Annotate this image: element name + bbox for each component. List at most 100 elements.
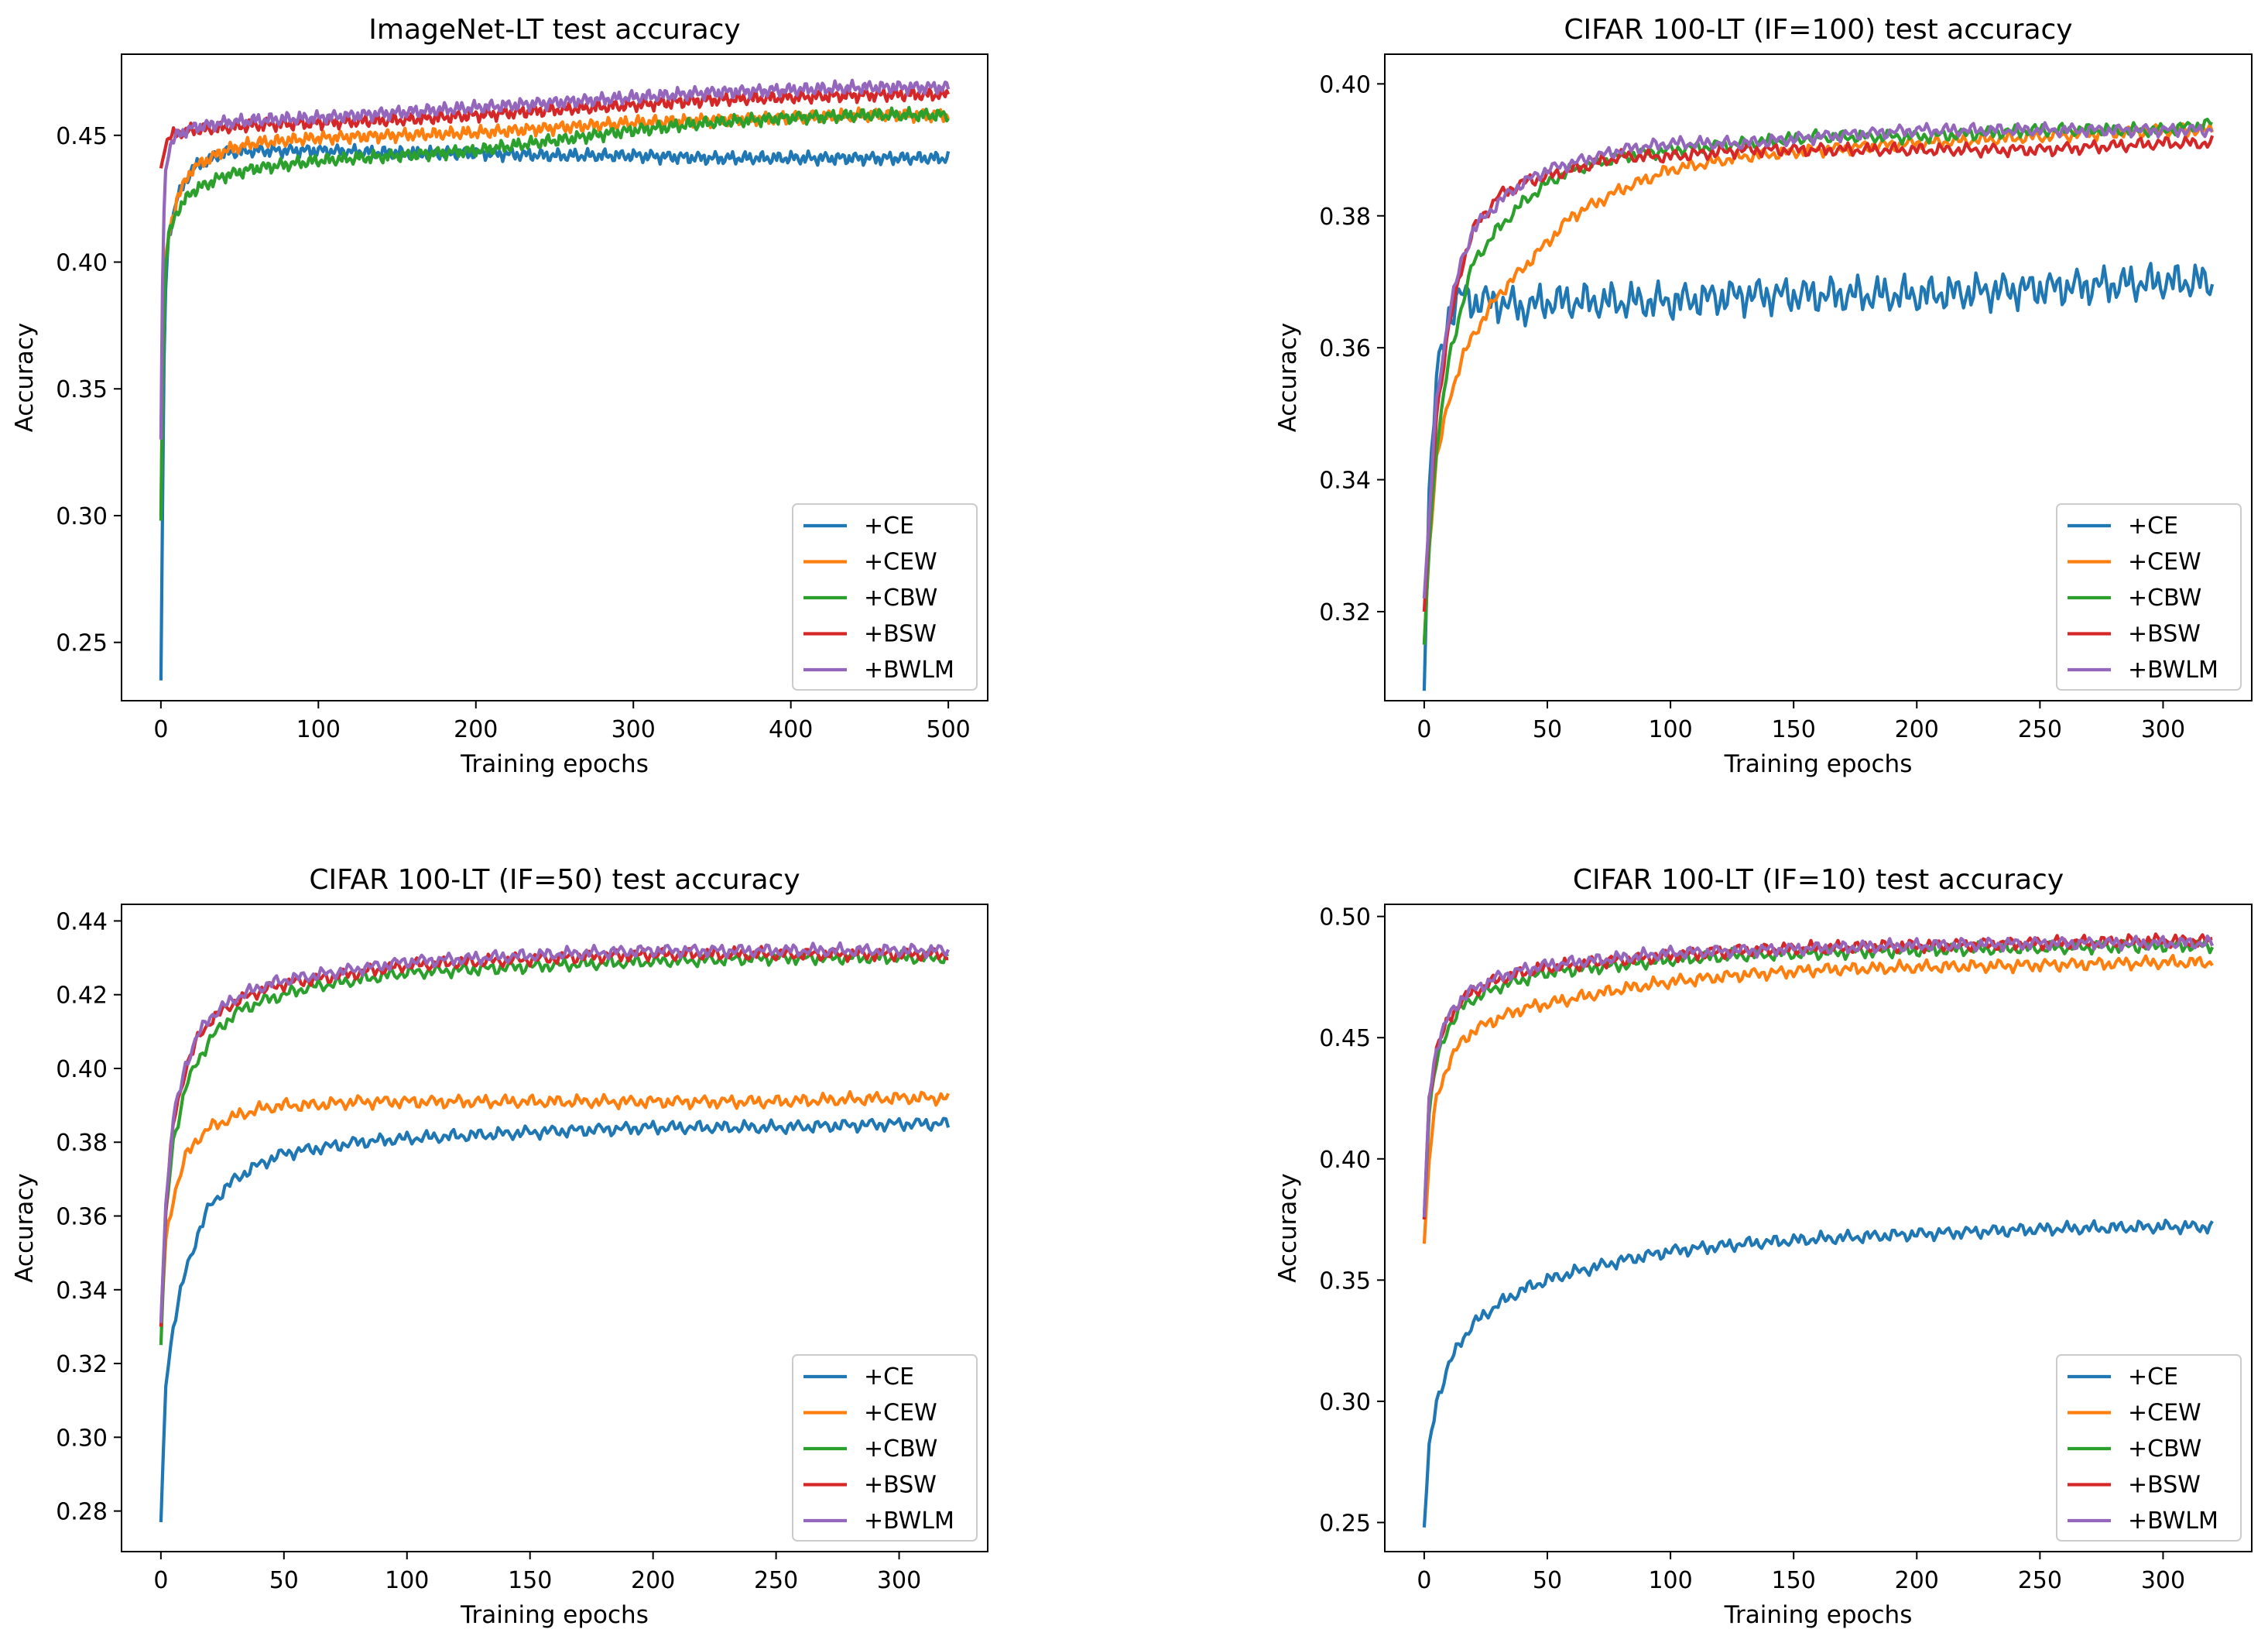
legend-label: +CBW [2128,585,2201,612]
x-tick-label: 200 [454,716,498,743]
y-tick-label: 0.45 [56,123,108,150]
x-tick-label: 0 [1417,1567,1431,1594]
legend-label: +BSW [2128,1472,2201,1499]
legend-label: +BSW [864,1472,937,1499]
x-axis-label: Training epochs [460,1601,649,1629]
legend-label: +BWLM [2128,657,2218,684]
x-tick-label: 500 [927,716,971,743]
x-tick-label: 300 [2141,716,2185,743]
series-line-cbw [159,105,950,521]
series-line-cbw [1422,938,2215,1220]
legend-label: +BWLM [864,657,954,684]
legend-label: +CE [864,1363,914,1391]
axes-frame [121,904,988,1552]
legend-box [2056,1354,2242,1542]
chart-panel-3: 0 50 100 150 200 250 300 0.28 0.30 0.32 0.34 0.36 0.… [11,864,988,1629]
legend-label: +CEW [864,1400,937,1427]
y-tick-label: 0.40 [1319,71,1371,98]
legend-box [2056,503,2242,691]
series-line-bwlm [159,78,951,440]
axes-frame [121,53,988,701]
x-tick-label: 300 [877,1567,921,1594]
x-tick-label: 150 [1772,1567,1816,1594]
chart-panel-1: 0 100 200 300 400 500 0.25 0.30 0.35 0.40 0.45 Imag… [11,14,988,778]
y-tick-label: 0.25 [1319,1510,1371,1537]
x-tick-label: 0 [153,716,168,743]
y-tick-label: 0.38 [1319,204,1371,231]
series-line-bsw [159,86,951,169]
x-tick-label: 300 [612,716,656,743]
chart-title: CIFAR 100-LT (IF=50) test accuracy [309,864,800,896]
x-tick-label: 400 [769,716,813,743]
legend-box [792,503,978,691]
series-line-cew [1422,953,2214,1244]
series-line-bwlm [159,941,951,1323]
x-tick-label: 50 [1533,1567,1562,1594]
series-line-cew [159,1089,951,1327]
y-tick-label: 0.32 [56,1351,108,1378]
legend-label: +CEW [864,549,937,576]
axes-frame [1384,53,2253,701]
legend-label: +CE [2128,1363,2178,1391]
x-axis-label: Training epochs [1724,1601,1913,1629]
y-tick-label: 0.45 [1319,1025,1371,1052]
x-tick-label: 250 [2018,716,2062,743]
y-tick-label: 0.25 [56,630,108,657]
chart-title: CIFAR 100-LT (IF=10) test accuracy [1573,864,2064,896]
y-tick-label: 0.40 [56,1056,108,1083]
chart-title: CIFAR 100-LT (IF=100) test accuracy [1564,14,2072,46]
legend-label: +BWLM [2128,1507,2218,1535]
chart-panel-2: 0 50 100 150 200 250 300 0.32 0.34 0.36 0.38 0.40 CI… [1274,14,2253,778]
series-line-bwlm [1422,121,2214,599]
x-tick-label: 0 [1417,716,1431,743]
x-tick-label: 100 [296,716,341,743]
series-line-ce [1422,1218,2214,1528]
legend-label: +CEW [2128,549,2201,576]
x-tick-label: 250 [754,1567,798,1594]
legend-label: +CBW [864,585,937,612]
y-tick-label: 0.28 [56,1499,108,1526]
x-tick-label: 250 [2018,1567,2062,1594]
x-tick-label: 50 [269,1567,299,1594]
x-axis-label: Training epochs [1724,750,1913,778]
chart-panel-4: 0 50 100 150 200 250 300 0.25 0.30 0.35 0.40 0.45 0.… [1274,864,2253,1629]
series-line-bsw [1422,932,2213,1220]
y-tick-label: 0.30 [56,503,108,530]
x-tick-label: 300 [2141,1567,2185,1594]
y-tick-label: 0.34 [56,1278,108,1305]
x-axis-label: Training epochs [460,750,649,778]
series-line-bwlm [1422,934,2215,1217]
y-tick-label: 0.42 [56,983,108,1010]
legend-label: +CE [2128,513,2178,540]
y-tick-label: 0.44 [56,908,108,935]
x-tick-label: 100 [1648,716,1692,743]
y-tick-label: 0.40 [56,250,108,277]
y-tick-label: 0.32 [1319,599,1371,626]
x-tick-label: 200 [1895,716,1939,743]
series-group [159,941,951,1522]
x-tick-label: 200 [1895,1567,1939,1594]
y-axis-label: Accuracy [1274,323,1302,433]
legend: +CE +CEW +CBW +BSW +BWLM [2056,1354,2242,1542]
legend: +CE +CEW +CBW +BSW +BWLM [792,1354,978,1542]
chart-title: ImageNet-LT test accuracy [368,14,740,46]
x-tick-label: 150 [508,1567,552,1594]
y-axis-label: Accuracy [11,323,39,433]
x-tick-label: 50 [1533,716,1562,743]
x-tick-label: 100 [1648,1567,1692,1594]
series-line-ce [159,1116,951,1522]
x-tick-label: 200 [631,1567,675,1594]
series-line-cbw [159,948,950,1346]
x-tick-label: 0 [153,1567,168,1594]
y-axis-label: Accuracy [11,1173,39,1283]
y-tick-label: 0.40 [1319,1147,1371,1174]
series-line-cew [159,106,951,516]
legend-label: +CBW [864,1435,937,1463]
x-tick-label: 100 [385,1567,429,1594]
legend-label: +CEW [2128,1400,2201,1427]
series-line-ce [159,142,951,681]
y-tick-label: 0.30 [1319,1389,1371,1416]
y-tick-label: 0.38 [56,1130,108,1157]
series-line-bsw [159,945,949,1327]
